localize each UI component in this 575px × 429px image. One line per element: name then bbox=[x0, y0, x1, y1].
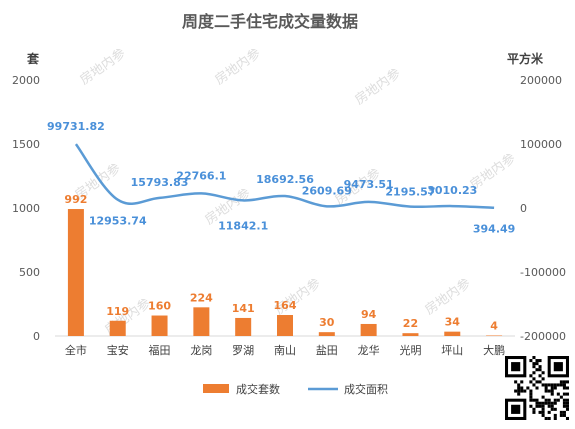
right-tick-label: -200000 bbox=[520, 330, 566, 343]
line-value-label: 12953.74 bbox=[89, 215, 147, 228]
bar bbox=[109, 320, 126, 336]
legend: 成交套数 成交面积 bbox=[203, 382, 388, 396]
legend-bar-label: 成交套数 bbox=[236, 382, 280, 396]
bar bbox=[486, 335, 503, 336]
line-value-label: 99731.82 bbox=[47, 120, 105, 133]
bar bbox=[444, 331, 461, 336]
category-label: 大鹏 bbox=[483, 343, 505, 357]
chart-title: 周度二手住宅成交量数据 bbox=[182, 12, 358, 31]
line-value-label: 2195.57 bbox=[385, 186, 435, 199]
bar-value-label: 224 bbox=[190, 291, 213, 304]
category-label: 罗湖 bbox=[232, 344, 254, 357]
bar-value-label: 4 bbox=[490, 319, 498, 332]
right-tick-label: 200000 bbox=[520, 74, 562, 87]
line-value-label: 18692.56 bbox=[256, 173, 314, 186]
left-tick-label: 1500 bbox=[12, 138, 40, 151]
line-value-label: 15793.83 bbox=[131, 176, 189, 189]
bar-series bbox=[67, 209, 503, 336]
bar-value-label: 164 bbox=[274, 299, 297, 312]
bar-data-labels: 992 119 160 224 141 164 30 94 22 34 4 bbox=[64, 193, 498, 332]
left-tick-label: 2000 bbox=[12, 74, 40, 87]
category-label: 光明 bbox=[399, 343, 421, 357]
category-label: 坪山 bbox=[441, 344, 463, 357]
line-series bbox=[74, 143, 495, 209]
bar bbox=[277, 315, 293, 336]
right-axis-ticks: -200000 -100000 0 100000 200000 bbox=[520, 74, 566, 343]
bar bbox=[235, 317, 252, 336]
category-labels: 全市 宝安 福田 龙岗 罗湖 南山 盐田 龙华 光明 坪山 大鹏 bbox=[65, 343, 505, 357]
left-tick-label: 500 bbox=[19, 266, 40, 279]
category-label: 盐田 bbox=[316, 344, 338, 357]
right-tick-label: -100000 bbox=[520, 266, 566, 279]
bar bbox=[360, 323, 377, 336]
category-label: 南山 bbox=[274, 344, 296, 357]
left-axis-ticks: 0 500 1000 1500 2000 bbox=[12, 74, 40, 343]
left-tick-label: 0 bbox=[33, 330, 40, 343]
right-axis-unit: 平方米 bbox=[507, 51, 544, 66]
bar-value-label: 160 bbox=[148, 300, 171, 313]
category-label: 宝安 bbox=[107, 343, 129, 357]
watermark-text: 房地内参 bbox=[352, 65, 404, 108]
bar bbox=[67, 209, 84, 336]
line-value-label: 2609.69 bbox=[302, 184, 352, 197]
line-value-label: 11842.1 bbox=[218, 219, 268, 232]
area-series-line bbox=[74, 143, 495, 209]
category-label: 全市 bbox=[65, 343, 87, 357]
watermark-text: 房地内参 bbox=[77, 45, 129, 88]
legend-line-label: 成交面积 bbox=[344, 382, 388, 396]
bar-value-label: 992 bbox=[64, 193, 87, 206]
bar-value-label: 34 bbox=[445, 316, 461, 329]
bar bbox=[318, 332, 335, 336]
legend-bar-swatch bbox=[203, 384, 229, 393]
bar-value-label: 94 bbox=[361, 308, 377, 321]
bar-value-label: 141 bbox=[232, 302, 255, 315]
left-tick-label: 1000 bbox=[12, 202, 40, 215]
watermark-text: 房地内参 bbox=[422, 275, 474, 318]
bar bbox=[151, 315, 168, 336]
line-value-label: 22766.1 bbox=[176, 169, 226, 182]
category-label: 福田 bbox=[149, 343, 171, 357]
line-value-label: 9473.51 bbox=[344, 178, 394, 191]
left-axis-unit: 套 bbox=[26, 51, 40, 66]
right-tick-label: 0 bbox=[520, 202, 527, 215]
bar bbox=[402, 333, 419, 336]
category-label: 龙华 bbox=[358, 343, 380, 357]
right-tick-label: 100000 bbox=[520, 138, 562, 151]
bar-value-label: 30 bbox=[319, 316, 335, 329]
bar-value-label: 22 bbox=[403, 317, 418, 330]
category-label: 龙岗 bbox=[190, 344, 212, 357]
line-value-label: 394.49 bbox=[473, 223, 515, 236]
bar bbox=[193, 307, 210, 336]
watermark-text: 房地内参 bbox=[212, 45, 264, 88]
line-value-label: 3010.23 bbox=[427, 184, 477, 197]
bar-value-label: 119 bbox=[106, 305, 129, 318]
qr-code-icon bbox=[505, 356, 569, 420]
